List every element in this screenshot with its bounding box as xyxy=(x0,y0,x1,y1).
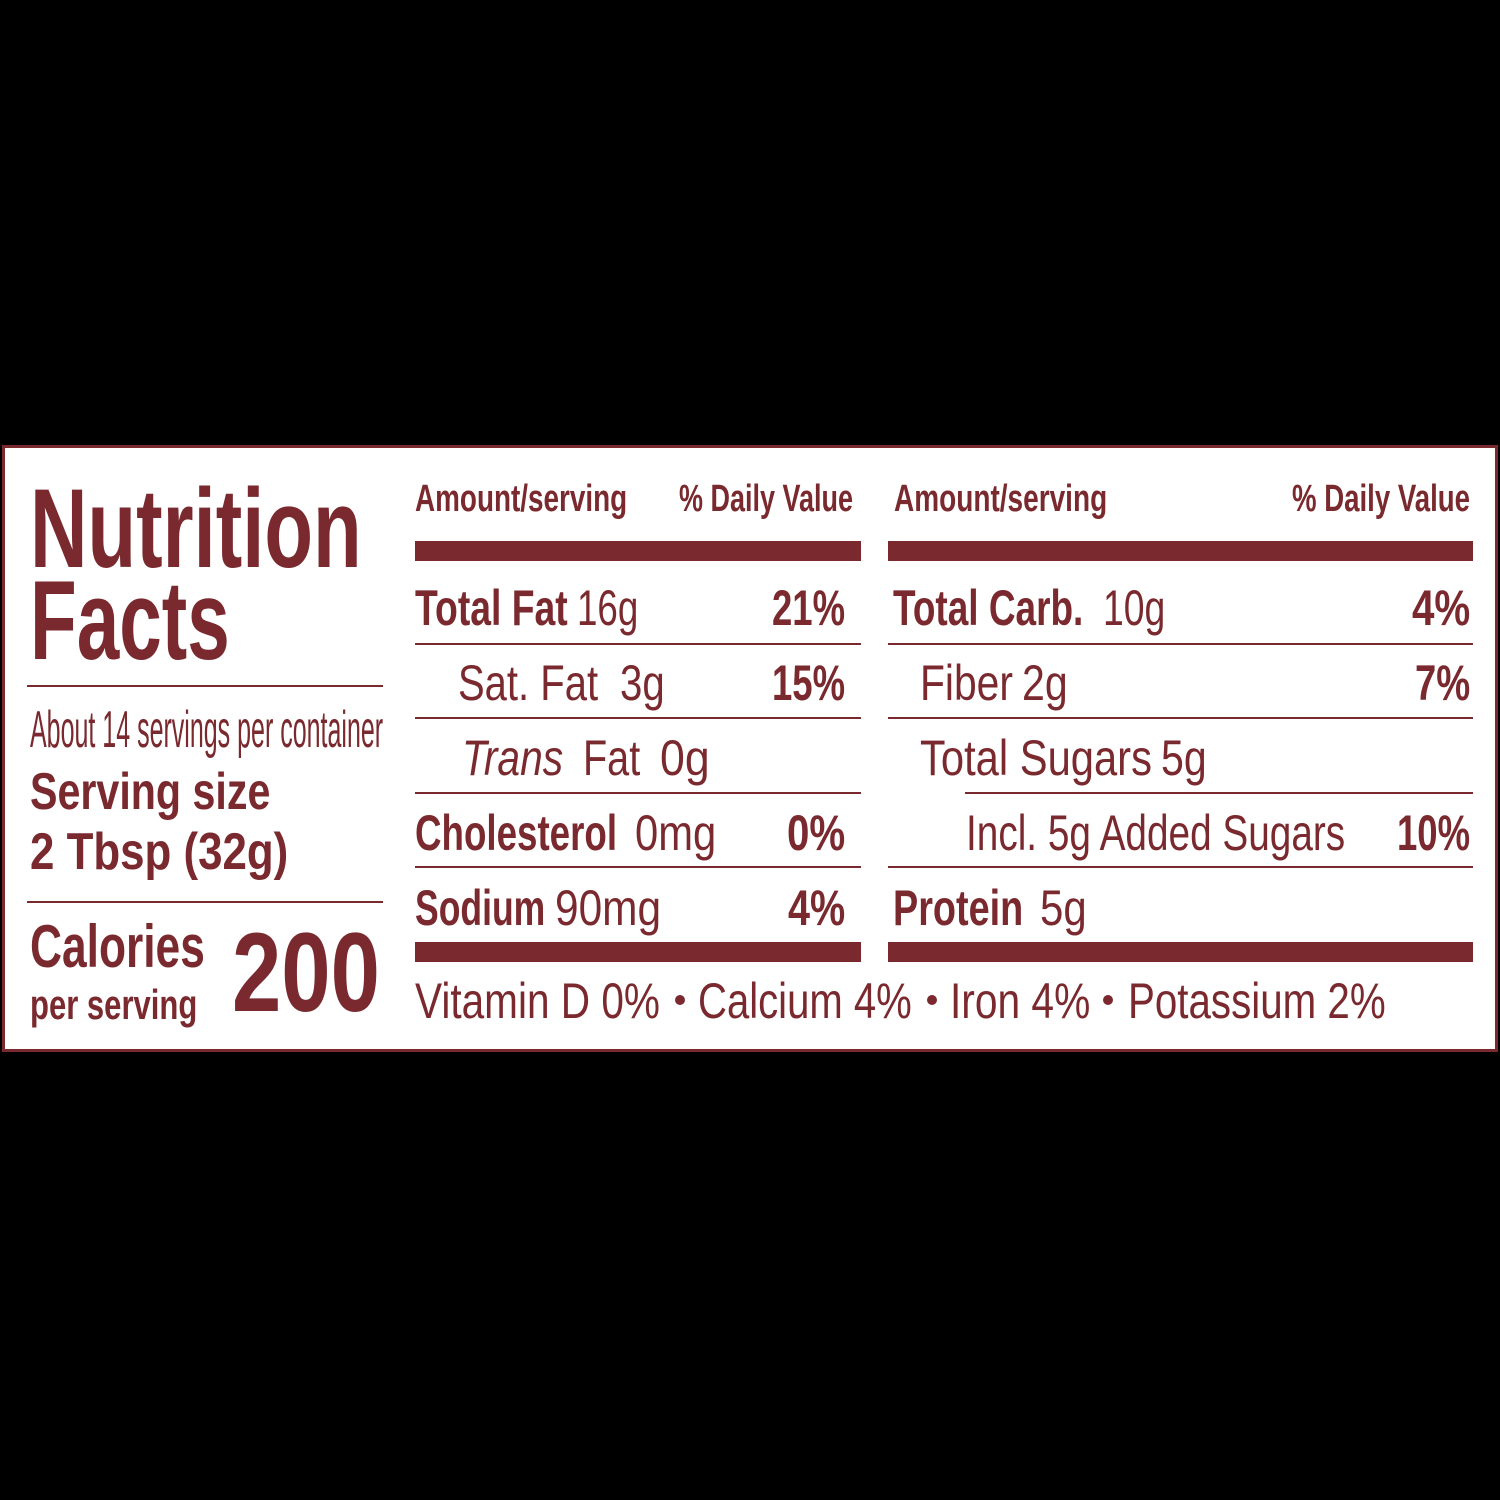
daily-value: 21% xyxy=(772,579,846,636)
micronutrient: Potassium 2% xyxy=(1128,972,1386,1029)
row-divider xyxy=(965,792,1473,794)
nutrient-amount: 0mg xyxy=(635,804,717,861)
thick-bar xyxy=(888,942,1473,962)
nutrient-name: Sat. Fat xyxy=(458,654,599,711)
column-header: % Daily Value xyxy=(1292,477,1471,520)
nutrient-amount: 0g xyxy=(660,729,710,786)
daily-value: 10% xyxy=(1397,804,1471,861)
daily-value: 7% xyxy=(1415,654,1471,711)
row-divider xyxy=(888,866,1473,868)
daily-value: 0% xyxy=(787,804,846,861)
column-header: Amount/serving xyxy=(415,477,628,520)
separator-dot xyxy=(927,995,937,1005)
servings: About 14 servings per container xyxy=(30,701,384,759)
row-divider xyxy=(415,866,861,868)
row-divider xyxy=(415,717,861,719)
nutrient-name: Total Sugars xyxy=(920,729,1152,786)
divider xyxy=(27,685,383,687)
nutrient-name: Incl. 5g Added Sugars xyxy=(966,804,1346,861)
thick-bar xyxy=(415,541,861,561)
micronutrient: Calcium 4% xyxy=(698,972,912,1029)
thick-bar xyxy=(415,942,861,962)
serving-size-label: Serving size xyxy=(30,763,271,821)
column-header: % Daily Value xyxy=(679,477,854,520)
nutrient-amount: 10g xyxy=(1103,579,1166,636)
nutrient-amount: 3g xyxy=(620,654,665,711)
nutrient-amount: 5g xyxy=(1040,879,1087,936)
calories-label: Calories xyxy=(30,913,205,981)
nutrient-amount: 16g xyxy=(577,579,639,636)
title: Nutrition xyxy=(30,466,362,592)
nutrient-name: Fiber xyxy=(920,654,1013,711)
nutrient-name: Protein xyxy=(893,879,1024,936)
nutrient-amount: 90mg xyxy=(555,879,662,936)
nutrient-name: Cholesterol xyxy=(415,804,618,861)
serving-size: 2 Tbsp (32g) xyxy=(30,823,289,881)
divider xyxy=(27,901,383,903)
nutrient-name: Trans xyxy=(462,729,564,786)
separator-dot xyxy=(675,995,685,1005)
calories-value: 200 xyxy=(232,910,380,1036)
micronutrient: Vitamin D 0% xyxy=(415,972,660,1029)
nutrient-name: Total Carb. xyxy=(893,579,1084,636)
row-divider xyxy=(888,717,1473,719)
calories-sublabel: per serving xyxy=(30,981,198,1029)
daily-value: 4% xyxy=(788,879,846,936)
nutrient-name: Total Fat xyxy=(415,579,568,636)
nutrient-name: Fat xyxy=(583,729,641,786)
nutrient-amount: 2g xyxy=(1022,654,1068,711)
row-divider xyxy=(888,643,1473,645)
title: Facts xyxy=(30,558,230,684)
nutrient-amount: 5g xyxy=(1161,729,1207,786)
row-divider xyxy=(415,643,861,645)
nutrient-name: Sodium xyxy=(415,879,546,936)
column-header: Amount/serving xyxy=(894,477,1108,520)
daily-value: 15% xyxy=(772,654,846,711)
micronutrient: Iron 4% xyxy=(950,972,1091,1029)
row-divider xyxy=(415,792,861,794)
daily-value: 4% xyxy=(1412,579,1471,636)
thick-bar xyxy=(888,541,1473,561)
separator-dot xyxy=(1103,995,1113,1005)
